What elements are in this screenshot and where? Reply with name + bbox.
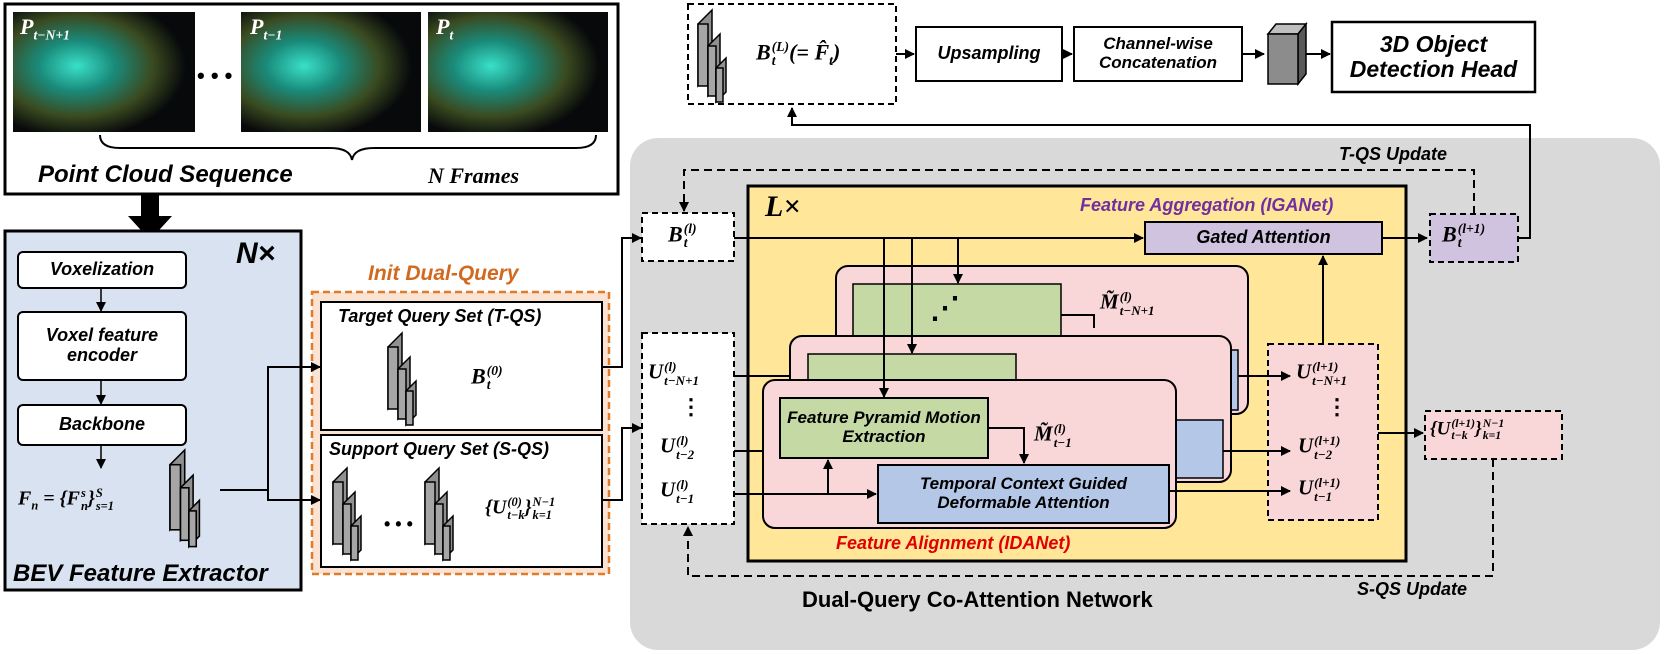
point-cloud-title: Point Cloud Sequence (38, 161, 293, 188)
bev-title: BEV Feature Extractor (13, 560, 268, 587)
u-output-vdots: ⋮ (1326, 394, 1348, 419)
u-input-1: U (l) t−N+1 (648, 359, 699, 388)
upsampling-label: Upsampling (937, 43, 1041, 64)
u-output-1: U (l+1) t−N+1 (1296, 359, 1347, 388)
backbone-box (17, 404, 187, 446)
support-query-symbol: {U (0) t−k} N−1 k=1 (485, 495, 556, 523)
lidar-frame-1 (13, 12, 195, 132)
frames-brace (99, 134, 597, 161)
b-input-symbol: B (l) t (668, 221, 697, 251)
motion-feature-mid: M̃ (l) t−1 (1034, 421, 1072, 450)
final-output-symbol: B (L) t (= F̂t) (756, 39, 841, 69)
voxel-encoder-label: Voxel feature encoder (45, 325, 159, 365)
upsampling-box (915, 26, 1063, 82)
support-query-title: Support Query Set (S-QS) (329, 439, 550, 459)
deformable-attention-label: Temporal Context Guided Deformable Atten… (919, 474, 1128, 512)
u-set-output-symbol: {U (l+1) t−k} N−1 k=1 (1430, 417, 1505, 443)
b-output-symbol: B (l+1) t (1442, 221, 1486, 251)
init-dual-query-title: Init Dual-Query (368, 262, 519, 285)
deformable-attention-box (877, 464, 1170, 524)
b-input-box (641, 212, 735, 262)
feature-aggregation-title: Feature Aggregation (IGANet) (1080, 195, 1334, 215)
frames-count: N Frames (428, 163, 520, 188)
gated-attention-label: Gated Attention (1196, 227, 1331, 248)
support-query-box (320, 434, 603, 568)
motion-extraction-label: Feature Pyramid Motion Extraction (787, 408, 981, 446)
u-output-2: U (l+1) t−2 (1298, 433, 1341, 462)
frames-ellipsis: • • • (197, 63, 233, 88)
motion-feature-top: M̃ (l) t−N+1 (1100, 289, 1155, 318)
frame-label-3: Pt (436, 14, 454, 43)
b-output-box (1429, 213, 1519, 263)
thick-arrow-shaft (141, 194, 159, 220)
frame-label-2: Pt−1 (250, 14, 283, 43)
bev-repeat: N× (236, 237, 276, 270)
voxelization-box (17, 251, 187, 289)
layer-repeat: L× (765, 190, 801, 223)
tqs-update-label: T-QS Update (1339, 144, 1448, 164)
concat-box (1073, 26, 1243, 82)
backbone-label: Backbone (58, 414, 146, 435)
feature-alignment-title: Feature Alignment (IDANet) (836, 533, 1071, 553)
gated-attention-box (1144, 221, 1383, 255)
sqs-update-label: S-QS Update (1357, 579, 1468, 599)
lidar-frame-3 (428, 12, 608, 132)
concatenated-feature-cube (1266, 21, 1308, 87)
detection-head-box (1330, 20, 1537, 94)
u-input-box (641, 332, 735, 525)
target-query-symbol: B (0) t (471, 363, 503, 393)
network-title: Dual-Query Co-Attention Network (802, 587, 1153, 612)
u-input-vdots: ⋮ (680, 394, 702, 419)
motion-extraction-box (779, 397, 989, 459)
layer-diagonal-dots: ⋰ (930, 292, 960, 325)
frame-label-1: Pt−N+1 (20, 14, 70, 43)
u-input-3: U (l) t−1 (660, 477, 695, 506)
u-input-2: U (l) t−2 (660, 433, 695, 462)
target-query-title: Target Query Set (T-QS) (338, 306, 542, 326)
target-query-box (320, 301, 603, 431)
support-ellipsis: • • • (384, 514, 413, 534)
voxelization-label: Voxelization (49, 259, 155, 280)
lidar-frame-2 (241, 12, 421, 132)
u-output-3: U (l+1) t−1 (1298, 475, 1341, 504)
concat-label: Channel-wise Concatenation (1098, 34, 1218, 72)
thick-arrow-head (128, 216, 172, 240)
voxel-encoder-box (17, 311, 187, 381)
detection-head-label: 3D Object Detection Head (1349, 30, 1518, 82)
